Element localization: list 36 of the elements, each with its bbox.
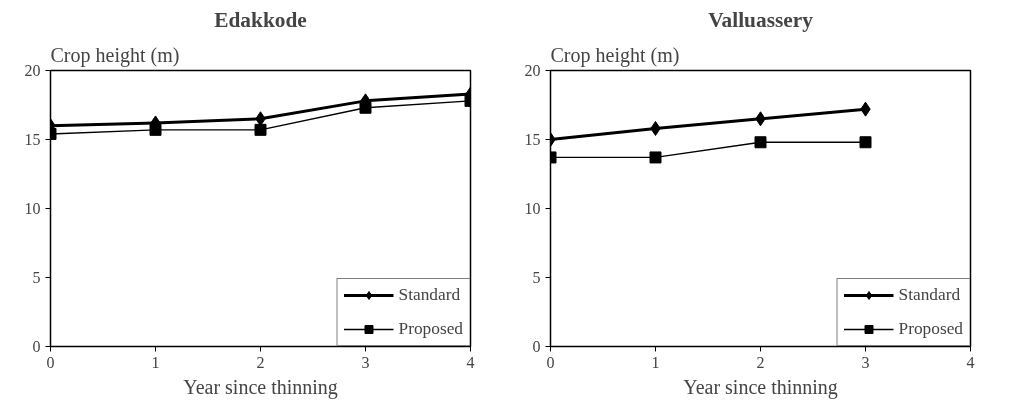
point <box>649 151 662 164</box>
x-tick-label: 2 <box>756 353 765 371</box>
y-axis-title: Crop height (m) <box>50 43 180 67</box>
y-tick-label: 10 <box>24 200 41 217</box>
x-axis-title: Year since thinning <box>683 375 838 399</box>
y-tick-label: 20 <box>24 62 41 79</box>
y-tick-label: 15 <box>524 131 541 148</box>
x-axis-title: Year since thinning <box>183 375 338 399</box>
x-tick-label: 4 <box>966 353 975 371</box>
y-tick-label: 0 <box>32 338 41 355</box>
y-tick-label: 10 <box>524 200 541 217</box>
y-axis-title: Crop height (m) <box>550 43 680 67</box>
y-tick-label: 5 <box>532 269 541 286</box>
legend-label: Standard <box>398 285 461 305</box>
chart-title: Edakkode <box>214 7 307 32</box>
legend-label: Standard <box>898 285 961 305</box>
chart-title: Valluassery <box>708 7 814 32</box>
x-tick-label: 1 <box>651 353 660 371</box>
point <box>754 136 767 149</box>
point <box>254 123 267 136</box>
x-tick-label: 0 <box>546 353 555 371</box>
point <box>859 136 872 149</box>
legend-label: Proposed <box>398 319 463 339</box>
x-tick-label: 1 <box>151 353 160 371</box>
y-tick-label: 5 <box>32 269 41 286</box>
legend-label: Proposed <box>898 319 963 339</box>
y-tick-label: 0 <box>532 338 541 355</box>
x-tick-label: 3 <box>861 353 870 371</box>
y-tick-label: 15 <box>24 131 41 148</box>
x-tick-label: 3 <box>361 353 370 371</box>
x-tick-label: 4 <box>466 353 475 371</box>
point <box>149 123 162 136</box>
x-tick-label: 2 <box>256 353 265 371</box>
x-tick-label: 0 <box>46 353 55 371</box>
point <box>359 101 372 114</box>
y-tick-label: 20 <box>524 62 541 79</box>
